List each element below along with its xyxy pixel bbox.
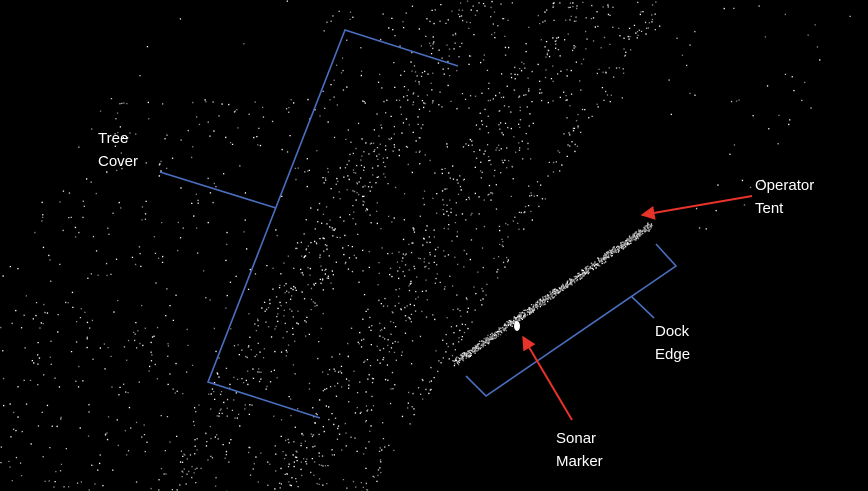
- points: [0, 0, 819, 491]
- annotation-brackets: [159, 29, 678, 419]
- label-line: Tree: [98, 130, 128, 147]
- operator-tent-arrow: [640, 195, 753, 220]
- label-line: Edge: [655, 346, 690, 363]
- label-line: Sonar: [556, 430, 596, 447]
- label-line: Cover: [98, 153, 138, 170]
- dock-edge-leader: [631, 296, 655, 319]
- sonar-marker-arrow: [522, 335, 573, 421]
- label-line: Tent: [755, 200, 784, 217]
- tree-cover-bracket: [206, 29, 459, 419]
- dock-edge-bracket: [465, 243, 678, 398]
- label-line: Dock: [655, 323, 690, 340]
- label-line: Operator: [755, 177, 814, 194]
- label-line: Marker: [556, 453, 603, 470]
- tree-cover-leader: [159, 171, 277, 209]
- sonar-marker: [514, 321, 520, 331]
